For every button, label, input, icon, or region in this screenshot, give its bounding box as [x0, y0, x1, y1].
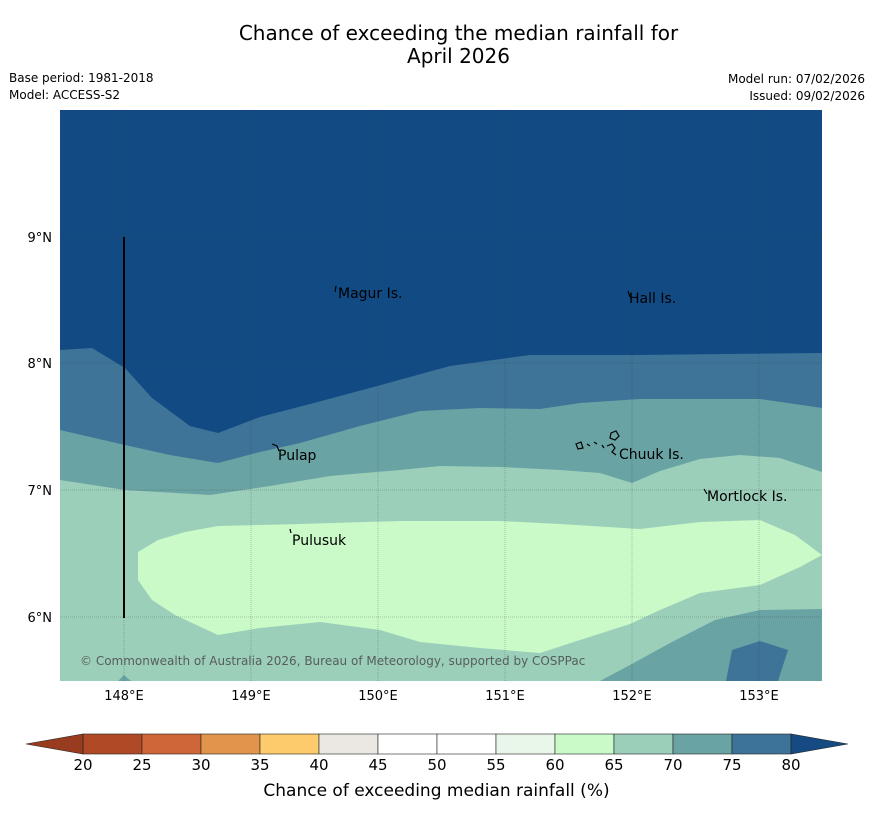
label-chuuk: Chuuk Is. — [619, 447, 684, 463]
colorbar-segment — [318, 733, 379, 755]
colorbar-segment — [672, 733, 733, 755]
colorbar-tick-label: 50 — [427, 756, 447, 774]
colorbar-segment — [259, 733, 320, 755]
base-period: Base period: 1981-2018 — [9, 71, 154, 85]
colorbar-under-arrow — [25, 733, 84, 755]
band-75-80-south — [726, 641, 788, 681]
chuuk-island-shape — [575, 430, 620, 456]
grid-lines — [60, 110, 822, 681]
colorbar-tick-label: 45 — [368, 756, 388, 774]
title-line-1: Chance of exceeding the median rainfall … — [238, 21, 679, 45]
y-axis-ticks: 9°N 8°N 7°N 6°N — [28, 231, 53, 626]
colorbar-segment — [141, 733, 202, 755]
x-tick-148: 148°E — [104, 689, 144, 704]
colorbar-tick-label: 60 — [545, 756, 565, 774]
colorbar-segment — [495, 733, 556, 755]
place-labels: Magur Is. Hall Is. Pulap Chuuk Is. Mortl… — [278, 286, 787, 549]
colorbar-tick-label: 25 — [132, 756, 152, 774]
band-70-75-sw — [118, 675, 131, 681]
x-axis-ticks: 148°E 149°E 150°E 151°E 152°E 153°E — [104, 689, 779, 704]
model-run-date: Model run: 07/02/2026 — [727, 72, 865, 86]
colorbar-segment — [377, 733, 438, 755]
colorbar-tick-label: 75 — [722, 756, 742, 774]
label-mortlock: Mortlock Is. — [707, 489, 787, 505]
meta-left: Base period: 1981-2018 Model: ACCESS-S2 — [9, 70, 154, 104]
colorbar-segment — [82, 733, 143, 755]
model-name: Model: ACCESS-S2 — [9, 88, 121, 102]
pulusuk-island-shape — [289, 528, 292, 534]
label-hall: Hall Is. — [629, 291, 676, 307]
magur-island-shape — [334, 285, 337, 293]
colorbar-tick-label: 65 — [604, 756, 624, 774]
y-tick-7n: 7°N — [28, 484, 53, 499]
colorbar-segment — [731, 733, 792, 755]
x-tick-149: 149°E — [231, 689, 271, 704]
colorbar-segment — [554, 733, 615, 755]
colorbar-segment — [613, 733, 674, 755]
colorbar — [25, 733, 849, 755]
band-60-65 — [138, 520, 822, 653]
colorbar-tick-label: 55 — [486, 756, 506, 774]
colorbar-tick-label: 20 — [73, 756, 93, 774]
colorbar-segment — [200, 733, 261, 755]
colorbar-tick-label: 80 — [781, 756, 801, 774]
copyright-notice: © Commonwealth of Australia 2026, Bureau… — [80, 654, 585, 668]
x-tick-151: 151°E — [485, 689, 525, 704]
colorbar-ticks: 20 25 30 35 40 45 50 55 60 65 70 75 80 — [0, 756, 873, 776]
y-tick-6n: 6°N — [28, 611, 53, 626]
colorbar-tick-label: 35 — [250, 756, 270, 774]
colorbar-over-arrow — [790, 733, 849, 755]
label-pulap: Pulap — [278, 448, 317, 464]
x-tick-153: 153°E — [739, 689, 779, 704]
colorbar-segment — [436, 733, 497, 755]
meta-right: Model run: 07/02/2026 Issued: 09/02/2026 — [728, 71, 865, 105]
title-line-2: April 2026 — [407, 44, 510, 68]
y-tick-8n: 8°N — [28, 357, 53, 372]
issued-date: Issued: 09/02/2026 — [749, 89, 865, 103]
hall-island-shape — [627, 290, 631, 298]
y-tick-9n: 9°N — [28, 231, 53, 246]
pulap-island-shape — [271, 443, 280, 452]
island-outlines — [271, 285, 708, 534]
map-title: Chance of exceeding the median rainfall … — [0, 22, 873, 68]
colorbar-tick-label: 70 — [663, 756, 683, 774]
colorbar-tick-label: 30 — [191, 756, 211, 774]
colorbar-label: Chance of exceeding median rainfall (%) — [263, 781, 610, 801]
label-pulusuk: Pulusuk — [292, 533, 347, 549]
mortlock-island-shape — [703, 488, 708, 495]
map-plot-area: Magur Is. Hall Is. Pulap Chuuk Is. Mortl… — [60, 110, 822, 681]
label-magur: Magur Is. — [338, 286, 403, 302]
x-tick-150: 150°E — [358, 689, 398, 704]
colorbar-tick-label: 40 — [309, 756, 329, 774]
x-tick-152: 152°E — [612, 689, 652, 704]
